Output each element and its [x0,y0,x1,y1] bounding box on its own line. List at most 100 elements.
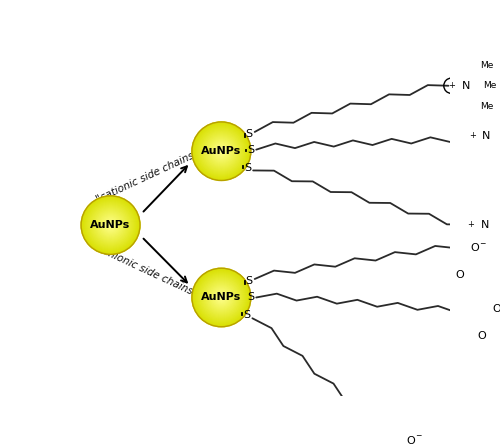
Circle shape [202,132,241,171]
Circle shape [200,130,243,173]
Circle shape [85,200,136,251]
Circle shape [97,211,124,239]
Circle shape [86,201,135,250]
Text: Me: Me [480,61,494,69]
Circle shape [220,296,222,299]
Circle shape [108,222,114,228]
Text: S: S [246,129,253,139]
Text: S: S [244,310,250,320]
Circle shape [200,276,243,319]
Circle shape [100,215,120,235]
Text: O: O [406,436,415,445]
Text: O: O [492,304,500,314]
Circle shape [218,294,226,301]
Circle shape [214,290,229,305]
Circle shape [106,220,116,230]
Circle shape [202,279,240,316]
Circle shape [202,133,240,170]
Circle shape [84,199,137,251]
Text: Me: Me [480,102,494,111]
Text: AuNPs: AuNPs [201,146,241,156]
Circle shape [106,221,114,229]
Circle shape [218,147,226,155]
Circle shape [100,214,122,236]
Circle shape [212,288,231,307]
Circle shape [208,138,235,165]
Text: "cationic side chains": "cationic side chains" [95,149,200,205]
Text: −: − [480,239,486,248]
Text: S: S [248,145,254,155]
Circle shape [216,146,226,156]
Text: +: + [468,220,474,229]
Circle shape [98,212,124,238]
Circle shape [202,278,241,317]
Text: S: S [244,163,252,173]
Text: −: − [416,432,422,441]
Text: S: S [246,275,253,286]
Text: N: N [482,131,490,141]
Circle shape [104,218,118,232]
Circle shape [195,125,248,178]
Text: AuNPs: AuNPs [90,220,130,230]
Circle shape [96,210,126,240]
Text: +: + [448,81,455,90]
Circle shape [195,271,248,324]
Circle shape [197,273,246,322]
Circle shape [214,144,228,158]
Circle shape [110,224,112,226]
Circle shape [94,209,127,242]
Circle shape [208,284,235,311]
Circle shape [193,269,250,326]
Circle shape [206,282,237,313]
Circle shape [208,138,234,164]
Text: Me: Me [484,81,496,90]
Circle shape [194,124,249,178]
Circle shape [204,134,239,169]
Circle shape [197,127,246,176]
Circle shape [92,206,129,244]
Circle shape [93,207,128,243]
Circle shape [206,136,237,167]
Circle shape [199,275,244,320]
Circle shape [81,196,140,255]
Circle shape [206,137,236,166]
Circle shape [201,277,242,318]
Circle shape [104,219,117,231]
Text: AuNPs: AuNPs [201,292,241,303]
Circle shape [199,129,244,174]
Circle shape [220,149,224,153]
Circle shape [210,139,233,163]
Circle shape [212,142,230,160]
Circle shape [102,216,119,234]
Circle shape [95,210,126,241]
Circle shape [212,142,231,161]
Circle shape [87,202,134,248]
Circle shape [204,134,238,168]
Circle shape [204,280,239,315]
Circle shape [192,268,251,327]
Circle shape [194,270,249,325]
Circle shape [83,198,138,252]
Text: N: N [462,81,470,91]
Circle shape [216,293,226,302]
Circle shape [198,128,245,174]
Circle shape [210,141,232,162]
Circle shape [212,289,230,306]
Circle shape [214,291,228,304]
Text: O: O [455,270,464,280]
Text: "anionic side chains": "anionic side chains" [96,244,199,299]
Circle shape [193,123,250,179]
Circle shape [99,214,122,237]
Circle shape [201,131,242,172]
Circle shape [88,202,133,247]
Circle shape [220,295,224,299]
Text: N: N [481,219,490,230]
Circle shape [198,274,245,321]
Text: +: + [469,131,476,140]
Circle shape [216,291,228,303]
Circle shape [91,206,130,245]
Circle shape [102,217,118,233]
Circle shape [108,223,112,227]
Circle shape [206,283,236,312]
Text: O: O [470,243,479,253]
